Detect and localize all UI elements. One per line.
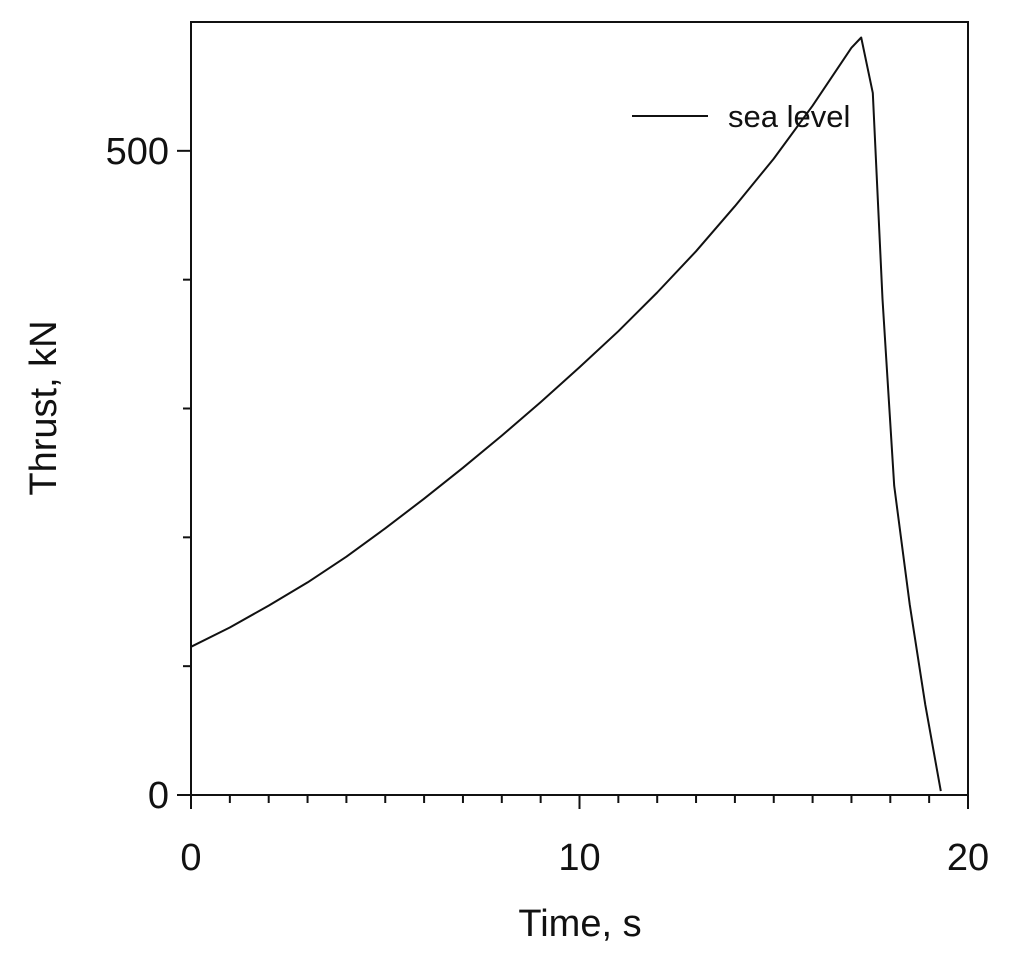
- y-tick-labels: 0 500: [106, 131, 169, 817]
- x-tick-label: 0: [180, 837, 201, 879]
- x-major-ticks: [190, 795, 969, 809]
- x-axis-title: Time, s: [518, 903, 641, 945]
- y-axis-title: Thrust, kN: [23, 320, 65, 495]
- legend-label-sea-level: sea level: [728, 99, 850, 134]
- series-group: [190, 36, 942, 792]
- y-minor-ticks: [183, 278, 191, 668]
- series-line-sea-level: [190, 36, 942, 792]
- y-tick-label: 500: [106, 131, 169, 173]
- x-tick-labels: 0 10 20: [180, 837, 989, 879]
- x-tick-label: 10: [558, 837, 600, 879]
- x-minor-ticks: [228, 795, 931, 803]
- plot-frame: [190, 21, 969, 796]
- y-major-ticks: [177, 149, 191, 796]
- legend: sea level: [632, 99, 850, 134]
- y-tick-label: 0: [148, 775, 169, 817]
- x-tick-label: 20: [947, 837, 989, 879]
- plot-frame-group: [190, 21, 969, 796]
